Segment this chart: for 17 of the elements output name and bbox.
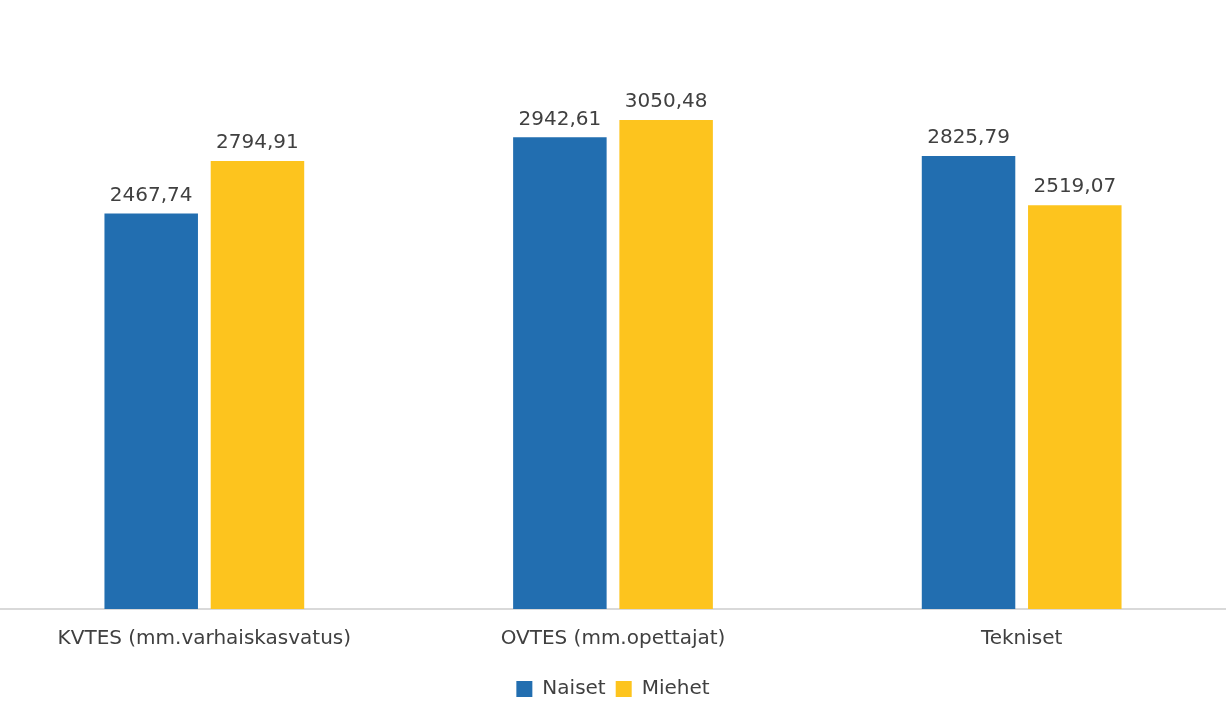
bar	[513, 137, 607, 609]
legend-label: Miehet	[641, 675, 710, 700]
data-label: 2942,61	[518, 105, 602, 130]
data-label: 2467,74	[109, 181, 193, 206]
bar	[210, 161, 305, 609]
bar	[619, 120, 713, 609]
x-tick-label: KVTES (mm.varhaiskasvatus)	[57, 625, 352, 650]
x-tick-label: Tekniset	[979, 625, 1063, 650]
data-label: 2825,79	[927, 124, 1010, 149]
legend-label: Naiset	[542, 675, 606, 700]
data-label: 2519,07	[1033, 173, 1117, 198]
bar	[104, 213, 198, 609]
x-tick-label: OVTES (mm.opettajat)	[500, 625, 726, 650]
data-label: 3050,48	[624, 88, 708, 113]
bar	[1028, 205, 1122, 609]
bar	[921, 156, 1016, 609]
data-label: 2794,91	[216, 129, 299, 154]
